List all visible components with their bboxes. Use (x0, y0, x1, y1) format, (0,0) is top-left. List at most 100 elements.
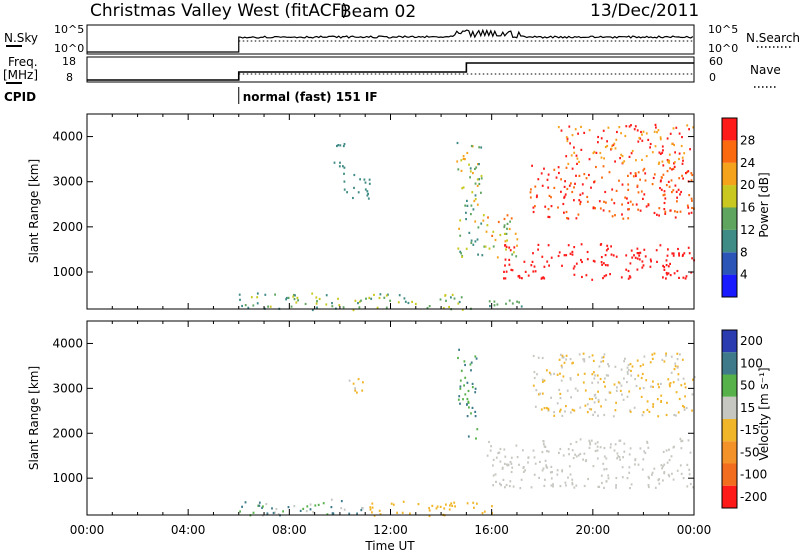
vel-cell (309, 508, 312, 511)
vel-cell (672, 478, 675, 481)
power-cell (645, 132, 648, 135)
vel-cell (373, 514, 376, 517)
power-cell (690, 211, 693, 214)
vel-cell (634, 463, 636, 466)
power-cell (578, 160, 580, 163)
power-cell (581, 260, 583, 264)
power-cell (460, 169, 463, 172)
vel-cell (660, 382, 662, 385)
vel-cell (587, 477, 589, 481)
power-cell (676, 196, 678, 199)
vel-cell (621, 476, 624, 479)
power-cell (644, 172, 647, 175)
vel-cell (471, 406, 474, 409)
power-cell (368, 296, 371, 299)
vel-cell (662, 479, 664, 482)
vel-cell (561, 356, 564, 359)
vel-cell (676, 469, 679, 472)
vel-cell (613, 449, 616, 452)
power-cell (671, 252, 674, 255)
power-cell (671, 191, 673, 194)
vel-cell (603, 353, 606, 356)
vel-cell (621, 393, 623, 396)
power-cell (331, 305, 334, 308)
x-axis-label: Time UT (364, 539, 415, 553)
vel-cell (568, 453, 570, 456)
vel-cell (594, 449, 597, 453)
power-cell (469, 170, 472, 173)
vel-cell (559, 353, 562, 356)
vel-cell (691, 393, 694, 396)
power-cell (529, 191, 532, 194)
vel-cell (596, 457, 599, 460)
power-cell (658, 214, 660, 217)
vel-cell (527, 456, 530, 459)
vel-cell (641, 414, 644, 417)
power-cell (476, 203, 479, 206)
power-cell (649, 265, 652, 268)
power-cell (566, 137, 569, 140)
vel-cell (453, 501, 456, 504)
power-cell (285, 298, 287, 301)
power-cell (462, 157, 465, 160)
vel-cell (588, 439, 591, 442)
vel-cell (679, 353, 681, 356)
vel-cell (670, 371, 673, 374)
vel-cell (651, 471, 654, 474)
vel-cell (543, 407, 546, 410)
power-cell (663, 201, 666, 205)
power-cell (664, 210, 667, 213)
power-cell (342, 306, 345, 309)
vel-cell (627, 363, 630, 367)
vel-cell (532, 449, 535, 452)
power-cell (604, 145, 607, 149)
vel-cell (527, 461, 529, 464)
vel-cell (431, 504, 434, 507)
vel-cell (627, 368, 630, 372)
vel-cell (615, 476, 618, 480)
power-cell (691, 173, 694, 177)
vel-cell (683, 408, 686, 411)
vel-cell (668, 448, 670, 451)
power-cell (532, 270, 535, 273)
power-cell (470, 239, 473, 242)
power-cell (478, 146, 481, 149)
power-cell (444, 294, 446, 297)
power-cell (565, 155, 568, 158)
vel-cell (475, 437, 477, 440)
power-cell (585, 177, 588, 180)
vel-cell (569, 411, 572, 414)
velocity-colorbar-frame (721, 329, 738, 509)
vel-cell (569, 473, 572, 476)
power-cell (636, 184, 639, 187)
vel-cell (626, 381, 628, 384)
power-cell (548, 216, 551, 219)
vel-cell (640, 376, 643, 380)
power-colorbar-tick: 4 (740, 268, 748, 282)
vel-cell (586, 403, 589, 406)
vel-cell (668, 475, 671, 478)
power-cell (609, 273, 611, 276)
power-cell (635, 159, 637, 162)
vel-cell (356, 391, 358, 394)
power-cell (659, 136, 662, 139)
power-cell (618, 179, 620, 182)
vel-cell (609, 391, 612, 394)
power-cell (580, 243, 583, 246)
vel-cell (685, 406, 688, 410)
vel-cell (652, 385, 654, 388)
vel-cell (511, 466, 514, 469)
vel-cell (507, 463, 510, 466)
vel-cell (492, 464, 494, 467)
power-cell (571, 253, 574, 256)
power-cell (664, 212, 667, 215)
power-cell (599, 151, 602, 155)
power-cell (659, 138, 662, 141)
power-cell (294, 294, 296, 297)
nsky-rtick-top: 10^5 (708, 23, 738, 36)
vel-cell (561, 354, 564, 357)
vel-cell (651, 357, 654, 360)
power-cell (256, 296, 259, 299)
vel-cell (546, 369, 548, 372)
vel-cell (626, 477, 629, 480)
